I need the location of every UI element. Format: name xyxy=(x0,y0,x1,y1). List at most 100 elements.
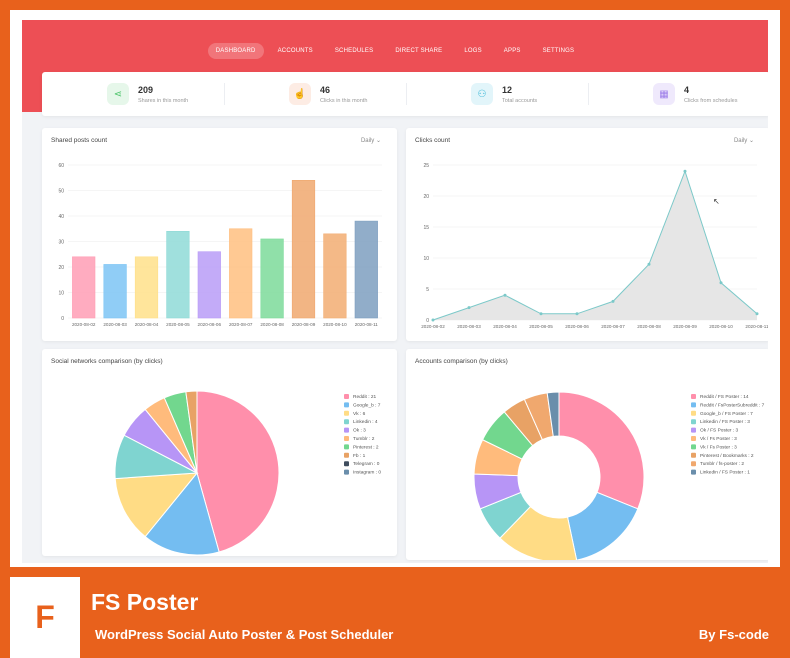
stat-text: 46 Clicks in this month xyxy=(320,85,367,104)
legend-swatch xyxy=(691,469,696,475)
social-networks-title: Social networks comparison (by clicks) xyxy=(51,358,163,365)
product-banner: F FS Poster WordPress Social Auto Poster… xyxy=(0,577,790,658)
bar[interactable] xyxy=(134,256,159,319)
x-tick-label: 2020-08-11 xyxy=(355,322,379,327)
stat-label: Shares in this month xyxy=(138,97,189,104)
clicks-filter-label: Daily xyxy=(733,138,748,144)
bar[interactable] xyxy=(323,233,347,319)
legend-label: Linkedin : 4 xyxy=(353,419,378,425)
pie-slice[interactable] xyxy=(144,471,220,556)
accounts-donut-chart: Reddit / FS Poster : 14 Reddit / FsPoster… xyxy=(473,391,765,560)
x-tick-label: 2020-08-03 xyxy=(103,322,127,327)
legend-swatch xyxy=(691,394,696,399)
shared-posts-filter[interactable]: Daily ⌄ xyxy=(361,137,381,144)
nav-item-dashboard[interactable]: DASHBOARD xyxy=(207,43,264,59)
y-tick-label: 25 xyxy=(423,163,429,169)
nav-item-settings[interactable]: SETTINGS xyxy=(542,48,575,54)
bar[interactable] xyxy=(103,264,127,319)
stat-text: 4 Clicks from schedules xyxy=(684,85,738,104)
nav-item-accounts[interactable]: ACCOUNTS xyxy=(277,48,313,54)
stat-label: Clicks in this month xyxy=(320,97,368,104)
legend-label: Tumblr / fs-poster : 2 xyxy=(700,461,744,467)
stats-panel: ⋖ 209 Shares in this month ☝ 46 Clicks in thi… xyxy=(42,72,768,116)
legend-label: Vk / Fs Poster : 3 xyxy=(700,444,737,450)
accounts-title: Accounts comparison (by clicks) xyxy=(415,358,508,365)
share-icon: ⋖ xyxy=(107,83,129,105)
data-point[interactable] xyxy=(575,312,579,316)
pie-slice[interactable] xyxy=(566,491,639,560)
x-tick-label: 2020-08-04 xyxy=(493,324,517,329)
legend-label: Pinterest : 2 xyxy=(353,444,379,450)
pie-slice[interactable] xyxy=(196,390,280,553)
legend-swatch xyxy=(344,402,349,408)
stat-value: 209 xyxy=(138,84,154,95)
data-point[interactable] xyxy=(755,312,759,316)
legend-label: Vk : 6 xyxy=(353,411,366,417)
bar[interactable] xyxy=(229,228,253,319)
stat-item: ▦ 4 Clicks from schedules xyxy=(588,72,768,116)
nav-item-direct-share[interactable]: DIRECT SHARE xyxy=(395,48,443,54)
x-tick-label: 2020-08-04 xyxy=(135,322,159,327)
bar[interactable] xyxy=(291,179,316,319)
x-tick-label: 2020-08-06 xyxy=(565,324,589,329)
data-point[interactable] xyxy=(719,281,723,285)
legend-label: Telegram : 0 xyxy=(353,461,380,467)
shared-posts-title: Shared posts count xyxy=(51,137,108,144)
stat-label: Clicks from schedules xyxy=(684,97,738,104)
bar[interactable] xyxy=(354,220,378,319)
data-point[interactable] xyxy=(647,262,651,266)
nav-item-apps[interactable]: APPS xyxy=(503,48,521,54)
x-tick-label: 2020-08-11 xyxy=(745,324,768,329)
x-tick-label: 2020-08-07 xyxy=(229,322,253,327)
clicks-card: Clicks count Daily ⌄ 0 5 10 15 20 25 2020-08-0… xyxy=(406,128,768,341)
pie-slice[interactable] xyxy=(558,391,645,510)
x-tick-label: 2020-08-07 xyxy=(601,324,625,329)
pointer-icon: ☝ xyxy=(289,83,311,105)
y-tick-label: 5 xyxy=(426,287,429,293)
x-tick-label: 2020-08-02 xyxy=(72,322,96,327)
data-point[interactable] xyxy=(431,318,435,322)
data-point[interactable] xyxy=(683,169,687,173)
pie-slice[interactable] xyxy=(546,391,560,437)
y-tick-label: 10 xyxy=(58,291,64,297)
bar[interactable] xyxy=(197,251,221,319)
clicks-filter[interactable]: Daily ⌄ xyxy=(734,137,754,144)
nav-item-schedules[interactable]: SCHEDULES xyxy=(334,48,374,54)
data-point[interactable] xyxy=(611,299,615,303)
y-tick-label: 30 xyxy=(58,240,64,246)
data-point[interactable] xyxy=(539,312,543,316)
legend-swatch xyxy=(344,419,349,425)
y-tick-label: 15 xyxy=(423,225,429,231)
bar[interactable] xyxy=(72,256,96,319)
bar[interactable] xyxy=(166,231,190,319)
pie-slice[interactable] xyxy=(185,390,198,474)
legend-label: Reddit : 21 xyxy=(353,394,377,400)
legend-label: Tumblr : 2 xyxy=(353,436,375,442)
legend-swatch xyxy=(344,469,349,475)
series-line xyxy=(432,169,758,321)
y-tick-label: 0 xyxy=(426,318,429,324)
data-point[interactable] xyxy=(467,306,471,310)
legend-swatch xyxy=(344,436,349,441)
x-tick-label: 2020-08-10 xyxy=(709,324,733,329)
legend-label: Ok / FS Poster : 3 xyxy=(700,428,738,434)
legend-swatch xyxy=(344,394,349,399)
legend-label: Reddit / FS Poster : 14 xyxy=(700,394,749,400)
x-tick-label: 2020-08-09 xyxy=(292,322,316,327)
data-point[interactable] xyxy=(503,293,507,297)
chevron-down-icon: ⌄ xyxy=(375,138,381,144)
legend-swatch xyxy=(344,427,349,433)
bar[interactable] xyxy=(260,238,284,319)
nav-item-logs[interactable]: LOGS xyxy=(464,48,482,54)
legend-label: Reddit / FsPosterSubreddit : 7 xyxy=(700,402,765,408)
legend-label: Ok : 3 xyxy=(353,428,366,434)
clicks-area-chart: 0 5 10 15 20 25 2020-08-02 2020-08-03 2020-08-04… xyxy=(421,163,768,329)
legend-label: Vk / Fs Poster : 3 xyxy=(700,436,737,442)
legend-swatch xyxy=(691,419,696,425)
pie-slice[interactable] xyxy=(114,472,199,538)
stat-text: 12 Total accounts xyxy=(502,85,537,104)
y-tick-label: 10 xyxy=(423,256,429,262)
legend-swatch xyxy=(344,410,349,416)
x-tick-label: 2020-08-10 xyxy=(323,322,347,327)
legend-label: Google_b : 7 xyxy=(353,402,381,408)
